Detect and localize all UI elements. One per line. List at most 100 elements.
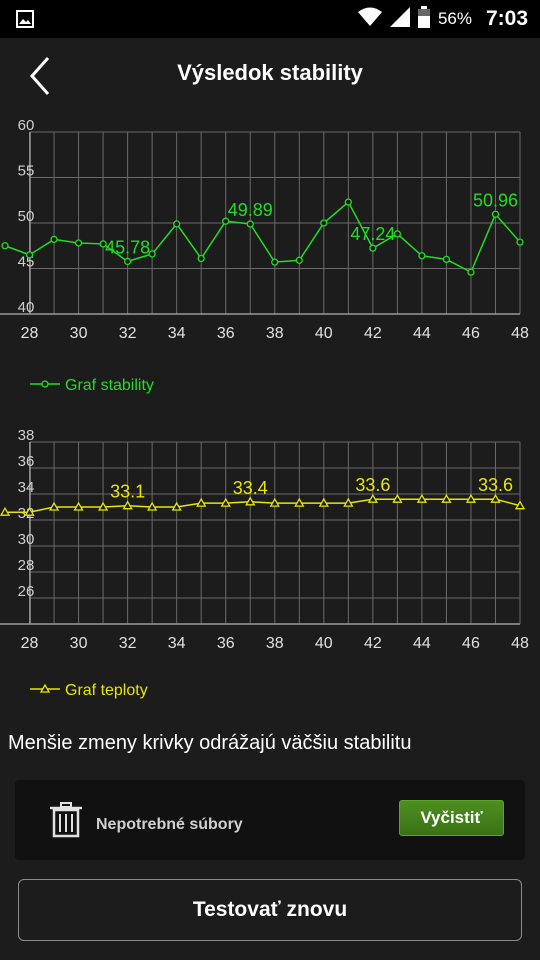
stability-point <box>369 244 377 252</box>
temperature-x-tick-label: 30 <box>70 635 88 652</box>
temperature-y-tick-label: 38 <box>18 427 35 444</box>
stability-point <box>99 240 107 248</box>
temperature-x-tick-label: 32 <box>119 635 137 652</box>
stability-y-tick-label: 60 <box>18 117 35 134</box>
stability-x-tick-label: 42 <box>364 325 382 342</box>
stability-y-tick-label: 50 <box>18 208 35 225</box>
stability-x-tick-label: 46 <box>462 325 480 342</box>
stability-point <box>344 198 352 206</box>
stability-x-tick-label: 34 <box>168 325 186 342</box>
temperature-point <box>48 501 60 511</box>
junk-files-label: Nepotrebné súbory <box>96 816 243 833</box>
temperature-x-tick-label: 44 <box>413 635 431 652</box>
temperature-point <box>97 501 109 511</box>
temperature-y-tick-label: 26 <box>18 583 35 600</box>
temperature-point <box>147 501 158 511</box>
stability-x-tick-label: 40 <box>315 325 333 342</box>
temperature-point <box>171 501 182 511</box>
stability-series-line <box>4 200 521 274</box>
stability-point <box>50 235 58 244</box>
stability-point <box>418 252 426 260</box>
stability-legend-label: Graf stability <box>65 377 154 394</box>
stability-x-tick-label: 48 <box>511 325 529 342</box>
app-bar: Výsledok stability <box>0 38 540 112</box>
temperature-point <box>0 506 11 516</box>
stability-data-label: 49.89 <box>228 200 273 220</box>
temperature-data-label: 33.1 <box>110 482 145 502</box>
temperature-point <box>490 493 501 503</box>
stability-x-tick-label: 44 <box>413 325 431 342</box>
temperature-point <box>24 506 35 516</box>
chevron-left-icon <box>29 57 50 95</box>
temperature-point <box>392 493 403 503</box>
temperature-point <box>514 500 526 510</box>
temperature-point <box>269 497 280 507</box>
stability-point <box>320 219 328 227</box>
stability-x-tick-label: 32 <box>119 325 137 342</box>
trash-icon <box>48 802 84 843</box>
stability-point <box>222 217 230 225</box>
stability-data-label: 47.24 <box>350 224 395 244</box>
temperature-data-label: 33.4 <box>233 478 268 498</box>
stability-x-tick-label: 38 <box>266 325 284 342</box>
temperature-data-label: 33.6 <box>478 475 513 495</box>
temperature-point <box>245 496 256 506</box>
temperature-x-tick-label: 38 <box>266 635 284 652</box>
stability-point <box>271 258 279 266</box>
stability-x-tick-label: 28 <box>21 325 39 342</box>
stability-point <box>246 220 254 228</box>
temperature-x-tick-label: 48 <box>511 635 529 652</box>
temperature-x-tick-label: 34 <box>168 635 186 652</box>
stability-data-label: 50.96 <box>473 190 518 210</box>
temperature-point <box>416 493 428 503</box>
retest-button[interactable]: Testovať znovu <box>18 879 522 941</box>
temperature-point <box>73 501 84 511</box>
stability-point <box>467 268 475 276</box>
stability-data-label: 45.78 <box>105 237 150 257</box>
temperature-point <box>220 497 231 507</box>
stability-point <box>173 220 181 228</box>
temperature-point <box>294 497 305 507</box>
temperature-x-tick-label: 40 <box>315 635 333 652</box>
temperature-y-tick-label: 34 <box>18 479 35 496</box>
stability-x-tick-label: 30 <box>70 325 88 342</box>
temperature-point <box>465 493 477 503</box>
stability-x-tick-label: 36 <box>217 325 235 342</box>
signal-icon <box>389 6 410 32</box>
junk-files-card: Nepotrebné súbory Vyčistiť <box>15 780 525 860</box>
stability-point <box>1 242 9 250</box>
temperature-x-tick-label: 36 <box>217 635 235 652</box>
stability-point <box>393 230 402 238</box>
temperature-data-label: 33.6 <box>355 475 390 495</box>
stability-point <box>74 239 83 247</box>
temperature-y-tick-label: 36 <box>18 453 35 470</box>
stability-point <box>491 210 500 218</box>
back-button[interactable] <box>24 54 64 98</box>
clean-button[interactable]: Vyčistiť <box>399 800 504 836</box>
temperature-point <box>441 493 452 503</box>
temperature-point <box>196 497 207 507</box>
stability-point <box>516 238 524 246</box>
temperature-y-tick-label: 28 <box>18 557 35 574</box>
page-title: Výsledok stability <box>177 60 363 85</box>
temperature-chart-svg: 26283032343638283032343638404244464833.1… <box>0 427 529 699</box>
battery-percent: 56% <box>437 9 472 28</box>
temperature-legend-label: Graf teploty <box>65 682 148 699</box>
stability-point <box>123 257 132 266</box>
temperature-point <box>122 500 133 510</box>
stability-point <box>442 255 451 264</box>
stability-point <box>295 256 303 264</box>
temperature-point <box>318 497 329 507</box>
stability-y-tick-label: 40 <box>18 299 35 316</box>
wifi-icon <box>357 7 382 32</box>
stability-chart: 40 45 50 55 60 28 30 32 34 36 38 40 42 44 46 48 45.78 49.… <box>0 112 540 412</box>
stability-point <box>197 254 205 263</box>
temperature-x-tick-label: 28 <box>21 635 39 652</box>
temperature-chart: 26283032343638283032343638404244464833.1… <box>0 420 540 710</box>
battery-icon <box>417 5 430 33</box>
temperature-point <box>367 493 378 503</box>
clock: 7:03 <box>485 7 528 30</box>
stability-legend-marker <box>41 380 49 388</box>
stability-hint: Menšie zmeny krivky odrážajú väčšiu stab… <box>8 732 412 754</box>
